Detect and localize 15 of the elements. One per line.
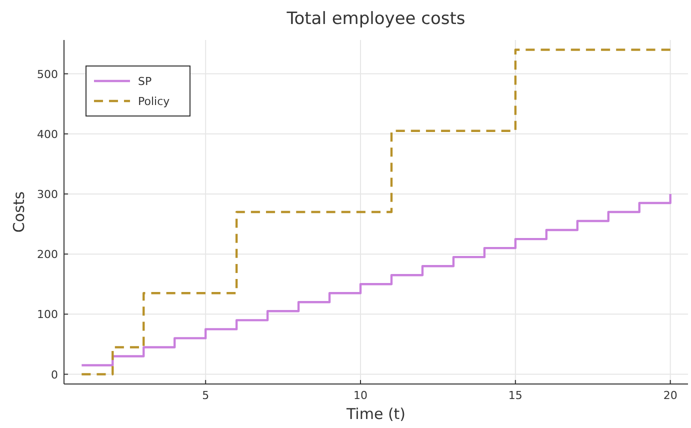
x-tick-label: 20: [663, 389, 678, 402]
y-tick-label: 0: [51, 368, 58, 382]
y-axis-title: Costs: [10, 191, 28, 233]
x-tick-label: 10: [354, 389, 368, 402]
y-tick-label: 500: [37, 68, 58, 81]
y-tick-label: 100: [37, 308, 58, 322]
y-tick-label: 400: [37, 128, 58, 141]
x-tick-label: 5: [202, 389, 210, 402]
x-tick-label: 15: [508, 389, 522, 402]
chart-title: Total employee costs: [286, 9, 466, 29]
y-tick-label: 200: [37, 248, 58, 262]
legend-label: SP: [138, 75, 152, 88]
x-axis-title: Time (t): [345, 405, 406, 423]
y-tick-label: 300: [37, 188, 58, 201]
legend-label: Policy: [138, 95, 170, 108]
